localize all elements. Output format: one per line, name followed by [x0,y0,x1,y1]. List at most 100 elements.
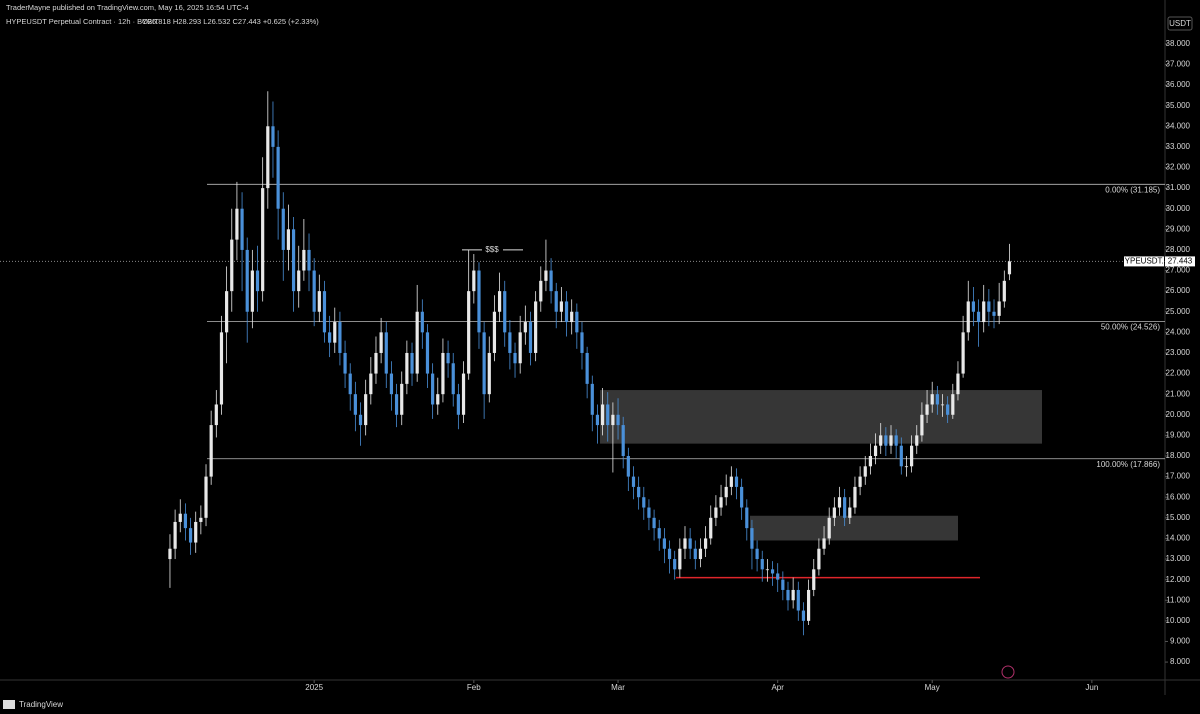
candle-body [971,301,976,312]
candle-body [843,497,847,518]
y-tick-label: 20.000 [1166,410,1191,419]
candle-body [183,513,188,529]
candle-body [760,559,764,570]
candle-body [513,352,517,364]
currency-box [1167,16,1193,31]
candle-body [492,311,497,353]
candle-body [647,507,651,518]
candle-body [276,146,280,209]
candle-body [534,301,538,353]
y-tick-label: 18.000 [1166,451,1191,460]
candle-body [225,291,229,333]
candle-body [693,548,697,560]
candle-body [750,528,754,549]
candle-body [791,589,795,601]
candle-body [899,445,903,467]
candle-body [209,425,213,477]
annotation: $$$ [485,245,499,254]
brand: TradingView [19,700,63,709]
candle-body [400,383,404,415]
flash-icon[interactable] [1001,665,1015,679]
candle-body [940,404,945,406]
candle-body [688,538,692,549]
candle-body [894,435,898,446]
candle-body [781,579,785,590]
candle-body [245,249,249,312]
candle-body [204,476,208,518]
candle-body [302,249,306,271]
candle-body [333,322,337,343]
y-tick-label: 34.000 [1166,121,1191,130]
y-tick-label: 25.000 [1166,307,1191,316]
candle-body [956,373,960,395]
candle-body [853,486,857,508]
candle-body [266,126,270,189]
candle-body [322,291,327,333]
y-tick-label: 36.000 [1166,80,1191,89]
candle-body [858,476,862,487]
candle-body [369,373,373,395]
candle-body [482,332,486,395]
candle-body [678,548,682,570]
candle-body [935,394,939,405]
candle-body [848,507,852,518]
candle-body [312,270,316,312]
candle-body [487,352,491,395]
candle-body [199,517,203,522]
candle-body [580,332,584,353]
candle-body [595,414,600,426]
candle-body [590,383,594,415]
candle-body [611,414,615,426]
y-tick-label: 28.000 [1166,245,1191,254]
candle-body [745,507,749,529]
candle-body [976,311,981,323]
quote: O26.818 H28.293 L26.532 C27.443 +0.625 (… [142,17,319,26]
candle-body [374,352,378,374]
candle-body [982,301,986,323]
x-tick-label: 2025 [305,683,323,692]
candle-body [616,414,620,426]
candle-body [286,229,291,250]
y-tick-label: 30.000 [1166,204,1191,213]
candle-body [837,497,842,508]
candle-body [559,301,563,312]
candle-body [740,486,744,508]
candle-body [662,538,666,549]
candle-body [297,270,301,292]
candle-body [812,569,816,590]
candle-body [642,497,646,508]
candle-body [951,394,955,415]
candle-body [539,280,543,302]
candle-body [343,352,347,374]
x-tick-label: Feb [467,683,481,692]
y-tick-label: 24.000 [1166,327,1191,336]
price-tag-text: 27.443 [1168,257,1193,266]
x-tick-label: Jun [1085,683,1098,692]
y-tick-label: 11.000 [1166,595,1190,604]
publisher: TraderMayne published on TradingView.com… [6,3,249,12]
candle-body [168,548,172,560]
candle-body [796,589,800,611]
candle-body [194,521,198,543]
candle-body [729,476,733,487]
candle-body [353,394,357,415]
fib-label: 0.00% (31.185) [1105,185,1160,194]
candle-body [420,311,424,333]
currency: USDT [1169,19,1191,28]
y-tick-label: 21.000 [1166,389,1191,398]
candle-body [765,569,769,571]
y-tick-label: 17.000 [1166,472,1191,481]
y-tick-label: 14.000 [1166,534,1191,543]
candle-body [467,291,471,374]
candle-body [544,270,548,281]
candle-body [997,301,1001,316]
candle-body [863,466,867,477]
symbol: HYPEUSDT Perpetual Contract · 12h · BYBI… [6,17,159,26]
candle-body [219,332,224,405]
candle-body [410,352,414,374]
candle-body [770,569,775,574]
candle-body [348,373,352,395]
